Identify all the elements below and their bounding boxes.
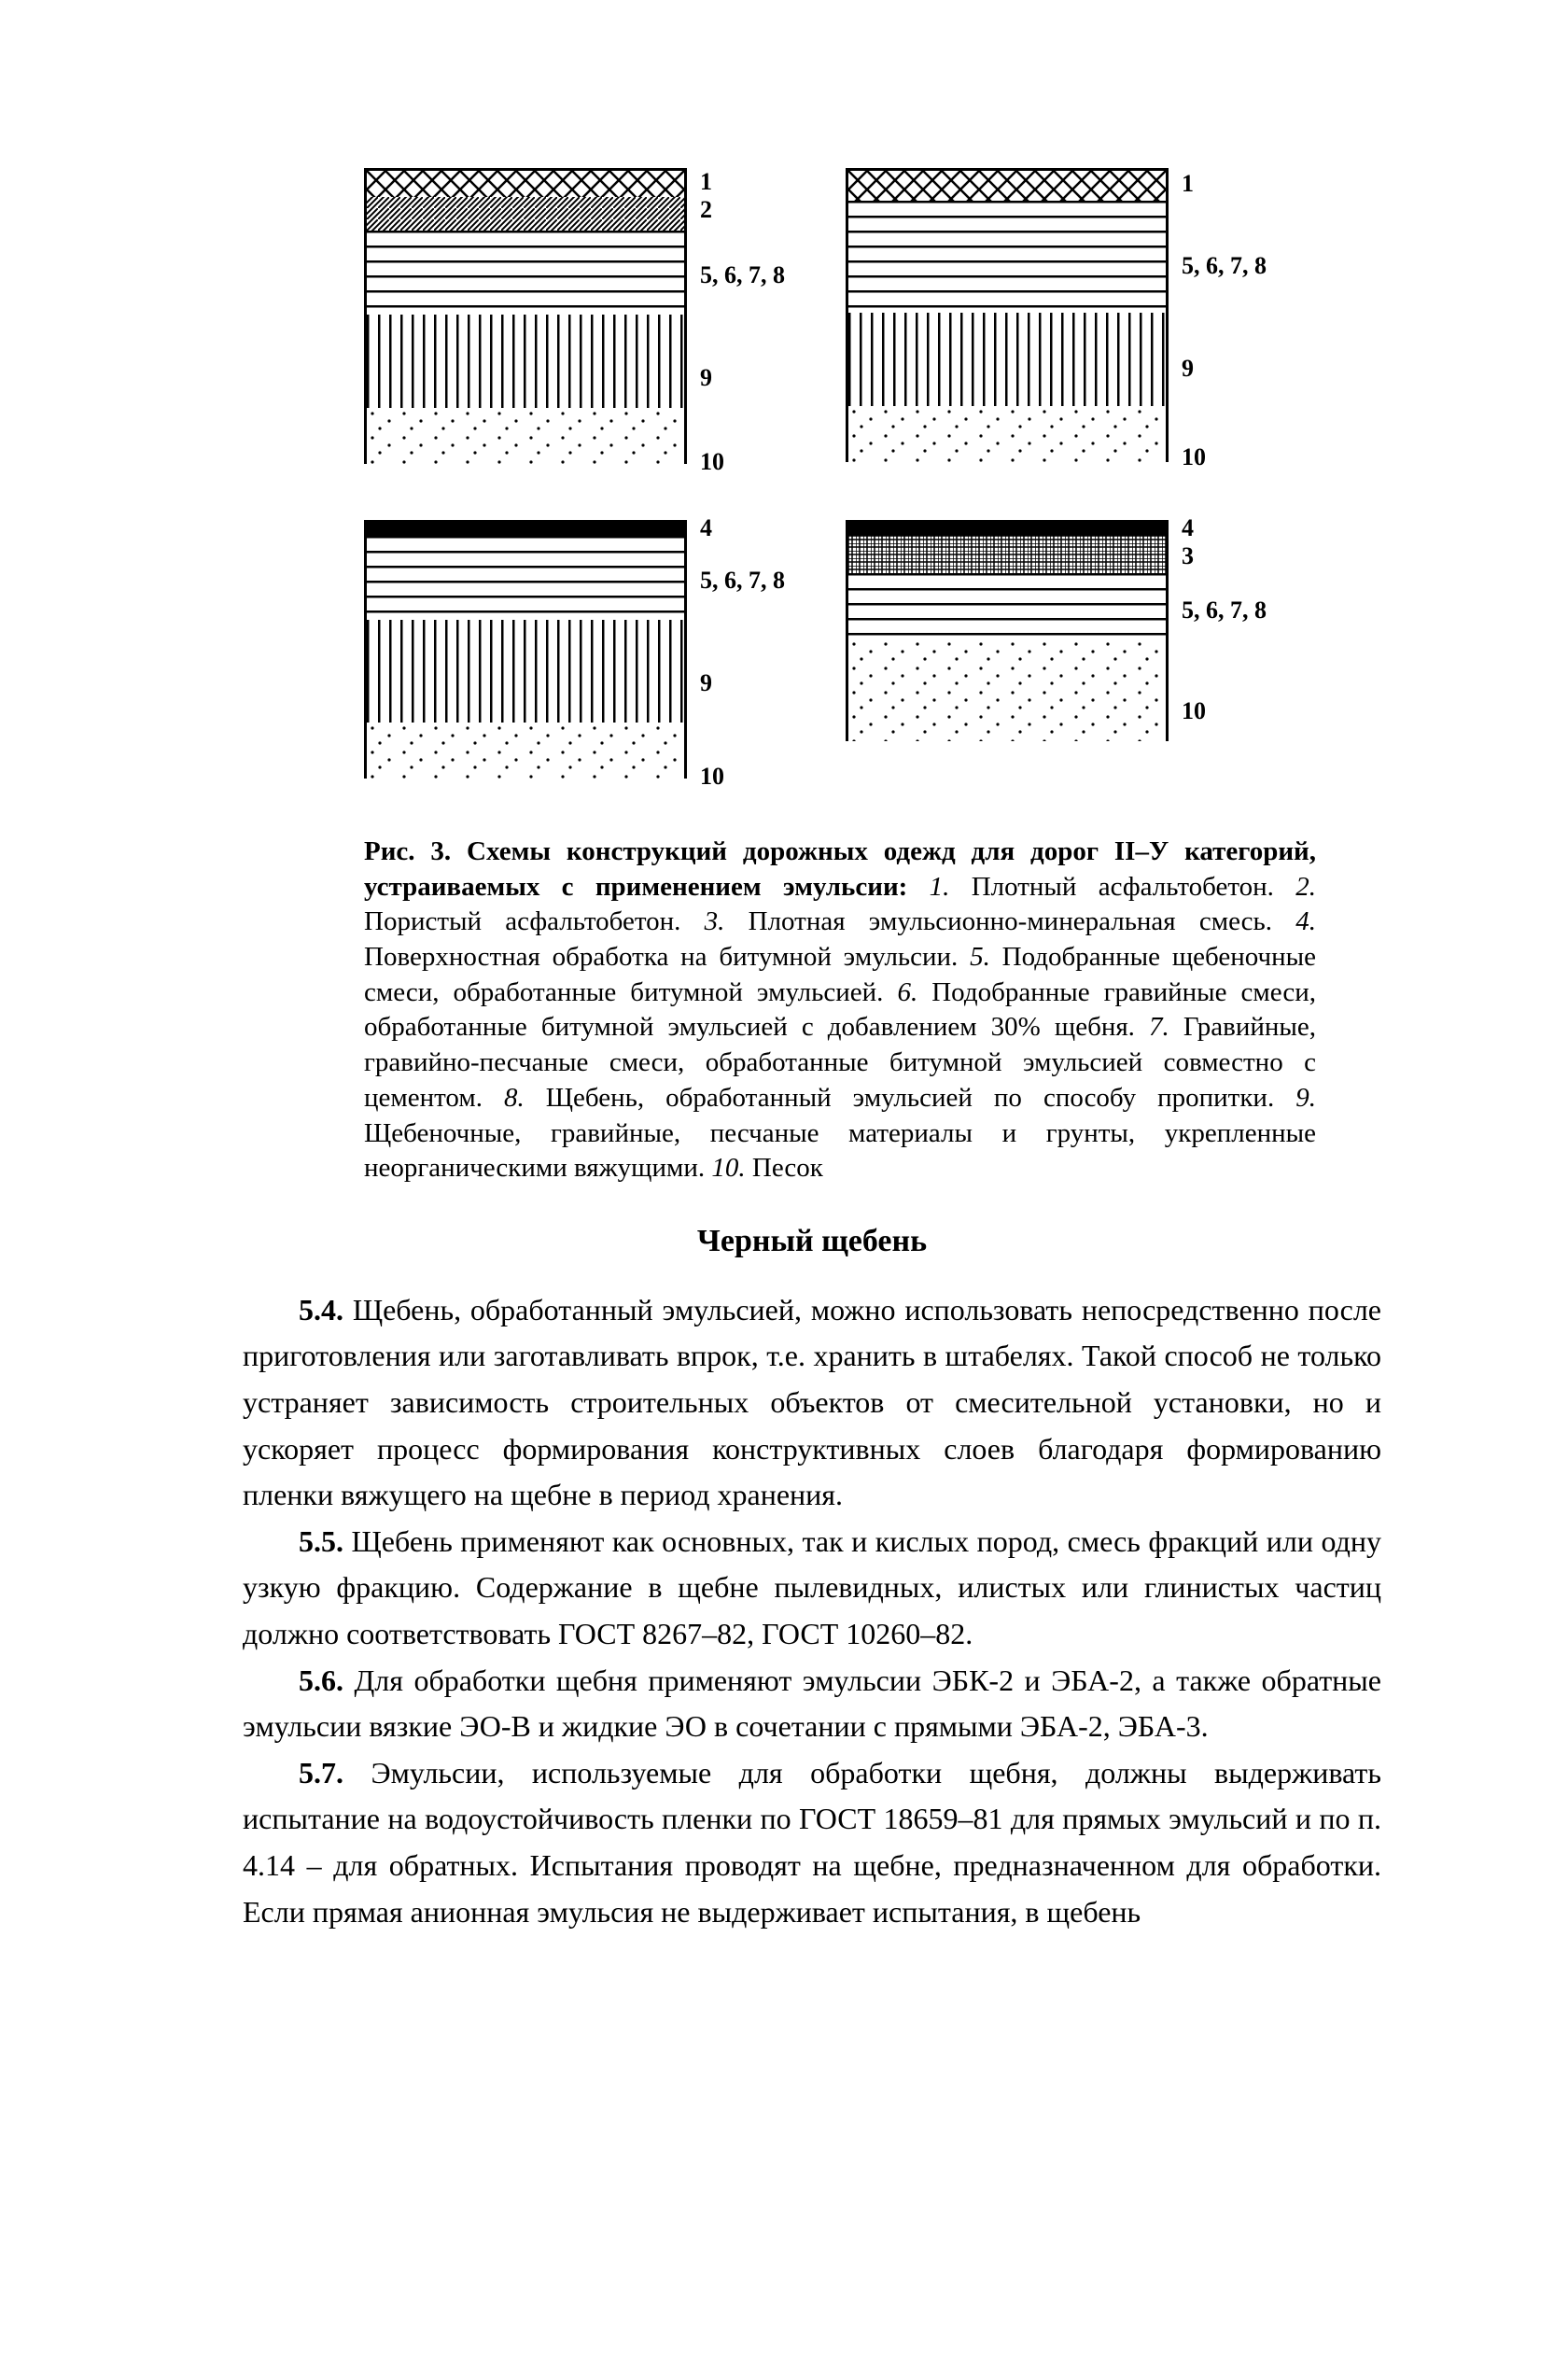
diagram-layer [848, 171, 1166, 201]
paragraph-number: 5.5. [299, 1524, 352, 1558]
layer-label: 9 [700, 669, 712, 697]
layer-diagram: 125, 6, 7, 8910 [364, 168, 696, 464]
layer-label: 4 [1182, 514, 1194, 542]
layer-label: 2 [700, 196, 712, 224]
paragraph-number: 5.7. [299, 1756, 371, 1790]
layer-label: 5, 6, 7, 8 [700, 261, 785, 289]
paragraph: 5.6. Для обработки щебня применяют эмуль… [243, 1658, 1381, 1750]
diagram-layer [848, 523, 1166, 536]
figure-area: 125, 6, 7, 891015, 6, 7, 8910 45, 6, 7, … [364, 168, 1381, 779]
diagram-layer [848, 313, 1166, 406]
diagram-layer [848, 573, 1166, 639]
layer-stack [364, 520, 687, 779]
paragraph: 5.7. Эмульсии, используемые для обработк… [243, 1750, 1381, 1935]
diagram-layer [848, 406, 1166, 462]
figure-row-2: 45, 6, 7, 8910 435, 6, 7, 810 [364, 520, 1381, 779]
layer-label: 10 [700, 448, 724, 476]
paragraph: 5.5. Щебень применяют как основных, так … [243, 1519, 1381, 1658]
layer-stack [846, 168, 1169, 462]
diagram-layer [367, 408, 684, 464]
layer-diagram: 45, 6, 7, 8910 [364, 520, 696, 779]
layer-label: 9 [700, 364, 712, 392]
layer-diagram: 435, 6, 7, 810 [846, 520, 1178, 779]
diagram-layer [848, 639, 1166, 741]
layer-label: 10 [700, 763, 724, 791]
layer-stack [846, 520, 1169, 741]
body-text: 5.4. Щебень, обработанный эмульсией, мож… [243, 1287, 1381, 1935]
layer-label: 5, 6, 7, 8 [700, 567, 785, 595]
layer-label: 10 [1182, 443, 1206, 471]
layer-labels: 15, 6, 7, 8910 [1169, 168, 1178, 459]
document-page: 125, 6, 7, 891015, 6, 7, 8910 45, 6, 7, … [0, 0, 1568, 2358]
paragraph-number: 5.6. [299, 1663, 354, 1697]
diagram-layer [367, 171, 684, 197]
diagram-layer [367, 197, 684, 231]
diagram-layer [367, 231, 684, 315]
diagram-layer [367, 620, 684, 723]
figure-caption: Рис. 3. Схемы конструкций дорожных одежд… [364, 835, 1316, 1186]
diagram-layer [848, 536, 1166, 573]
layer-label: 3 [1182, 542, 1194, 570]
layer-label: 10 [1182, 697, 1206, 725]
section-heading: Черный щебень [243, 1224, 1381, 1259]
diagram-layer [367, 723, 684, 779]
figure-row-1: 125, 6, 7, 8910 15, 6, 7, 8910 [364, 168, 1381, 464]
layer-labels: 435, 6, 7, 810 [1169, 520, 1178, 738]
layer-label: 5, 6, 7, 8 [1182, 597, 1267, 625]
layer-diagram: 15, 6, 7, 8910 [846, 168, 1178, 464]
layer-labels: 45, 6, 7, 8910 [687, 520, 696, 776]
layer-label: 1 [700, 168, 712, 196]
paragraph-number: 5.4. [299, 1293, 353, 1326]
diagram-layer [848, 201, 1166, 313]
diagram-layer [367, 523, 684, 536]
layer-label: 5, 6, 7, 8 [1182, 252, 1267, 280]
layer-label: 9 [1182, 355, 1194, 383]
layer-label: 4 [700, 514, 712, 542]
layer-labels: 125, 6, 7, 8910 [687, 168, 696, 461]
diagram-layer [367, 536, 684, 620]
paragraph: 5.4. Щебень, обработанный эмульсией, мож… [243, 1287, 1381, 1519]
layer-stack [364, 168, 687, 464]
layer-label: 1 [1182, 170, 1194, 198]
diagram-layer [367, 315, 684, 408]
